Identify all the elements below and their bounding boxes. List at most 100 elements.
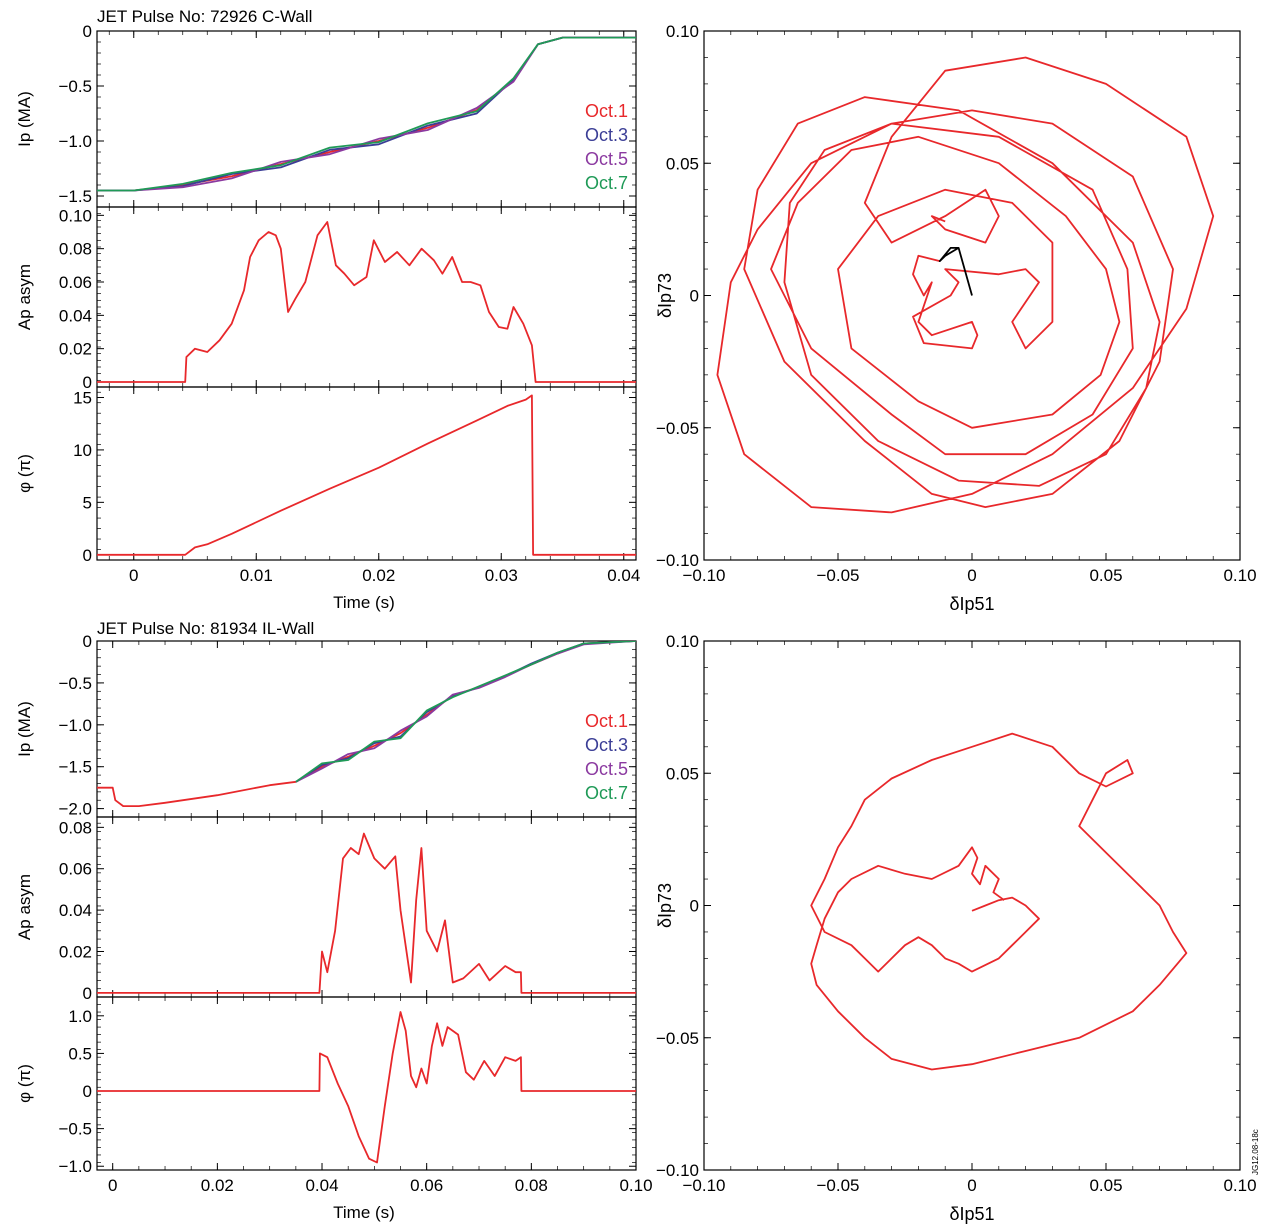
figure-id: JG12.08-18c <box>1251 1129 1260 1175</box>
y-tick-label: 0.06 <box>59 273 92 292</box>
y-tick-label: −1.5 <box>58 187 92 206</box>
legend-entry: Oct.3 <box>585 125 628 145</box>
y-tick-label: 0 <box>690 287 699 306</box>
y-tick-label: 1.0 <box>68 1007 92 1026</box>
x-tick-label: 0.06 <box>410 1176 443 1195</box>
legend-entry: Oct.7 <box>585 173 628 193</box>
ip-panel-81934: 0 −0.5 −1.0 −1.5 −2.0 Ip (MA) Oct.1 Oct.3 Oct.5 O… <box>15 632 637 819</box>
plot-frame <box>96 30 637 208</box>
phase-panel-81934: −1.0 −0.5 0 0.5 1.0 0 0.02 0.04 0.06 0.08 0.10 φ (π… <box>15 996 653 1195</box>
xlabel-81934: Time (s) <box>333 1203 395 1222</box>
y-tick-label: −0.05 <box>656 419 699 438</box>
x-tick-label: 0.03 <box>485 566 518 585</box>
series-line <box>97 832 636 994</box>
x-tick-label: 0 <box>967 566 976 585</box>
plot-frame <box>96 206 637 388</box>
y-tick-label: 0.08 <box>59 240 92 259</box>
plot-frame <box>96 996 637 1171</box>
series-line <box>97 641 636 807</box>
hodograph-72926: −0.10 −0.05 0 0.05 0.10 −0.10 −0.05 0 0.05 0.10 δI… <box>655 22 1257 614</box>
x-tick-label: 0.10 <box>1223 1176 1256 1195</box>
y-tick-label: 0 <box>83 373 92 392</box>
x-tick-label: 0.04 <box>607 566 640 585</box>
y-tick-label: −0.10 <box>656 551 699 570</box>
y-tick-label: 0.04 <box>59 901 92 920</box>
series-group <box>97 221 636 383</box>
y-tick-label: 0.06 <box>59 860 92 879</box>
y-tick-label: −1.0 <box>58 1157 92 1176</box>
timetrace-81934: JET Pulse No: 81934 IL-Wall 0 −0.5 −1.0 −1.… <box>15 619 653 1222</box>
y-tick-label: 0.10 <box>666 22 699 41</box>
y-axis-label: φ (π) <box>15 454 34 493</box>
x-tick-label: 0 <box>129 566 138 585</box>
series-group <box>97 394 636 556</box>
y-tick-label: 0 <box>83 1082 92 1101</box>
series-group <box>97 641 636 807</box>
title-72926: JET Pulse No: 72926 C-Wall <box>97 7 312 26</box>
x-tick-label: 0.02 <box>201 1176 234 1195</box>
series-line <box>97 221 636 383</box>
x-tick-label: 0 <box>108 1176 117 1195</box>
y-tick-label: 0 <box>83 632 92 651</box>
y-tick-label: 0.08 <box>59 818 92 837</box>
y-tick-label: −0.5 <box>58 674 92 693</box>
series-line <box>716 56 1215 514</box>
y-tick-label: 0 <box>83 984 92 1003</box>
x-tick-label: 0.04 <box>305 1176 338 1195</box>
series-line <box>295 641 636 783</box>
y-axis-label: Ap asym <box>15 874 34 940</box>
y-tick-label: −0.05 <box>656 1029 699 1048</box>
series-group <box>97 36 636 192</box>
x-tick-label: 0 <box>967 1176 976 1195</box>
y-axis-label: Ip (MA) <box>15 701 34 757</box>
y-tick-label: 0 <box>83 546 92 565</box>
y-tick-label: 0.10 <box>59 206 92 225</box>
y-axis-label: Ap asym <box>15 264 34 330</box>
series-line <box>97 394 636 556</box>
asym-panel-72926: 0 0.02 0.04 0.06 0.08 0.10 Ap asym <box>15 206 637 392</box>
y-tick-label: 0.10 <box>666 632 699 651</box>
x-tick-label: −0.10 <box>682 1176 725 1195</box>
series-line <box>97 36 636 192</box>
asym-panel-81934: 0 0.02 0.04 0.06 0.08 Ap asym <box>15 816 637 1003</box>
plot-frame <box>96 640 637 818</box>
y-tick-label: 15 <box>73 388 92 407</box>
y-axis-label: δIp73 <box>655 883 675 928</box>
xlabel-72926: Time (s) <box>333 593 395 612</box>
y-tick-label: −0.5 <box>58 1120 92 1139</box>
legend-entry: Oct.5 <box>585 759 628 779</box>
x-axis-label: δIp51 <box>949 1204 994 1224</box>
series-line <box>97 36 636 192</box>
title-81934: JET Pulse No: 81934 IL-Wall <box>97 619 314 638</box>
y-tick-label: −0.10 <box>656 1161 699 1180</box>
x-tick-label: 0.05 <box>1089 566 1122 585</box>
ip-panel-72926: 0 −0.5 −1.0 −1.5 Ip (MA) Oct.1 Oct.3 Oct.5 Oct.7 <box>15 22 637 208</box>
y-axis-label: φ (π) <box>15 1064 34 1103</box>
legend-entry: Oct.3 <box>585 735 628 755</box>
x-tick-label: 0.05 <box>1089 1176 1122 1195</box>
series-line <box>810 732 1188 1071</box>
legend-entry: Oct.1 <box>585 101 628 121</box>
y-axis-label: Ip (MA) <box>15 91 34 147</box>
y-tick-label: −1.0 <box>58 132 92 151</box>
x-tick-label: −0.05 <box>816 1176 859 1195</box>
y-tick-label: −1.5 <box>58 758 92 777</box>
series-line <box>938 247 973 296</box>
legend-entry: Oct.1 <box>585 711 628 731</box>
x-axis-label: δIp51 <box>949 594 994 614</box>
y-tick-label: 0 <box>690 897 699 916</box>
y-tick-label: 0.02 <box>59 340 92 359</box>
y-tick-label: −0.5 <box>58 77 92 96</box>
legend-entry: Oct.7 <box>585 783 628 803</box>
y-tick-label: −2.0 <box>58 800 92 819</box>
series-group <box>97 832 636 994</box>
y-tick-label: 5 <box>83 493 92 512</box>
plot-frame <box>96 386 637 561</box>
x-tick-label: 0.10 <box>1223 566 1256 585</box>
series-line <box>97 1011 636 1164</box>
phase-panel-72926: 0 5 10 15 0 0.01 0.02 0.03 0.04 φ (π) <box>15 386 640 585</box>
x-tick-label: −0.05 <box>816 566 859 585</box>
hodograph-81934: −0.10 −0.05 0 0.05 0.10 −0.10 −0.05 0 0.05 0.10 δI… <box>655 632 1257 1224</box>
y-tick-label: 0.04 <box>59 306 92 325</box>
